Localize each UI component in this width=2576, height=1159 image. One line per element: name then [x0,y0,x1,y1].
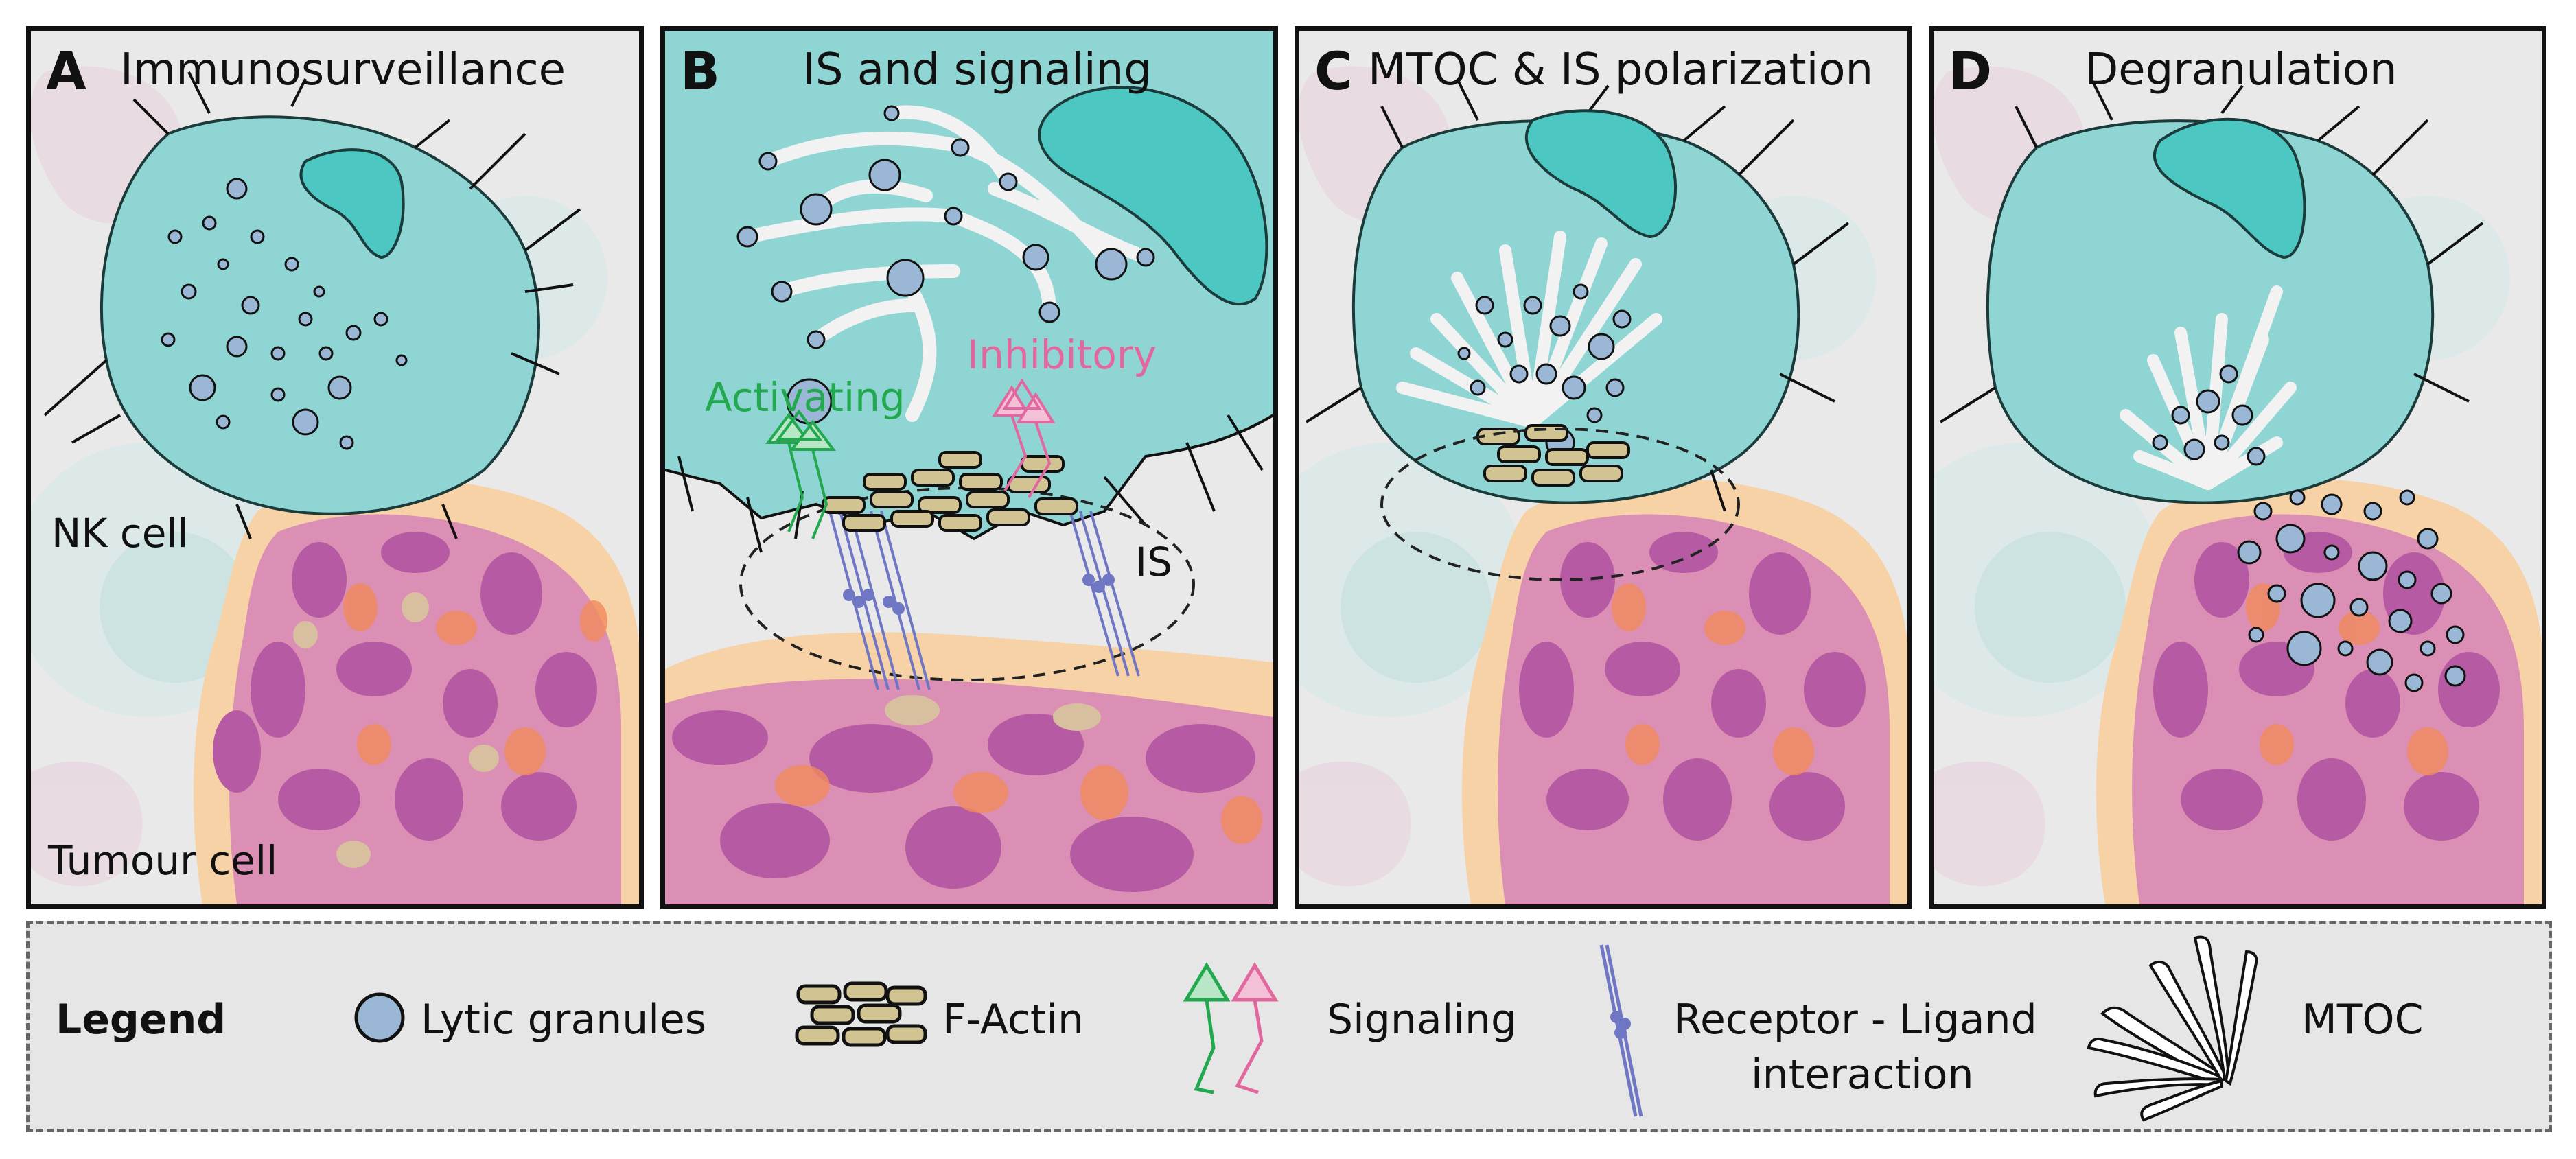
panel-b-illustration [665,31,1273,904]
panel-d: D Degranulation [1929,26,2546,909]
tumour-cell [665,632,1273,904]
panel-c: C MTOC & IS polarization [1295,26,1912,909]
panel-b: B IS and signaling Activating Inhibitory… [660,26,1278,909]
legend-signaling-label: Signaling [1327,996,1518,1044]
panel-a-title: Immunosurveillance [120,45,566,95]
panel-b-title: IS and signaling [802,45,1152,95]
tumour-cell-label: Tumour cell [48,837,278,884]
is-label: IS [1135,539,1172,585]
panel-b-letter: B [680,40,720,102]
tumour-cell [1461,478,1907,904]
legend-box: Legend Lytic granules F-Actin Signaling … [26,921,2552,1132]
activating-label: Activating [705,374,905,421]
mtoc-icon [2087,935,2258,1122]
receptor-ligand-icon [1599,944,1643,1117]
inhibitory-label: Inhibitory [967,331,1157,378]
panel-c-letter: C [1314,40,1353,102]
panel-c-title: MTOC & IS polarization [1368,45,1874,95]
nk-cell-label: NK cell [51,510,189,557]
panel-a-illustration [31,66,639,904]
panel-d-illustration [1934,66,2542,904]
lytic-granule-icon [354,992,405,1043]
panel-a: A Immunosurveillance NK cell Tumour cell [26,26,644,909]
panel-d-title: Degranulation [2085,45,2398,95]
legend-receptor-label-line1: Receptor - Ligand [1673,996,2037,1044]
signaling-icon [1183,962,1279,1094]
tumour-cell [2096,478,2542,904]
tumour-cell [193,478,639,904]
f-actin-icon [795,981,927,1047]
nk-cell [1939,78,2484,504]
nk-cell [43,71,581,539]
legend-lytic-granules-label: Lytic granules [421,996,707,1044]
nk-cell [1305,78,1850,512]
legend-title: Legend [56,996,227,1044]
legend-f-actin-label: F-Actin [942,996,1084,1044]
legend-receptor-label-line2: interaction [1751,1051,1974,1099]
panel-a-letter: A [46,40,86,102]
panel-c-illustration [1299,66,1907,904]
panel-d-letter: D [1949,40,1993,102]
legend-mtoc-label: MTOC [2301,996,2424,1044]
